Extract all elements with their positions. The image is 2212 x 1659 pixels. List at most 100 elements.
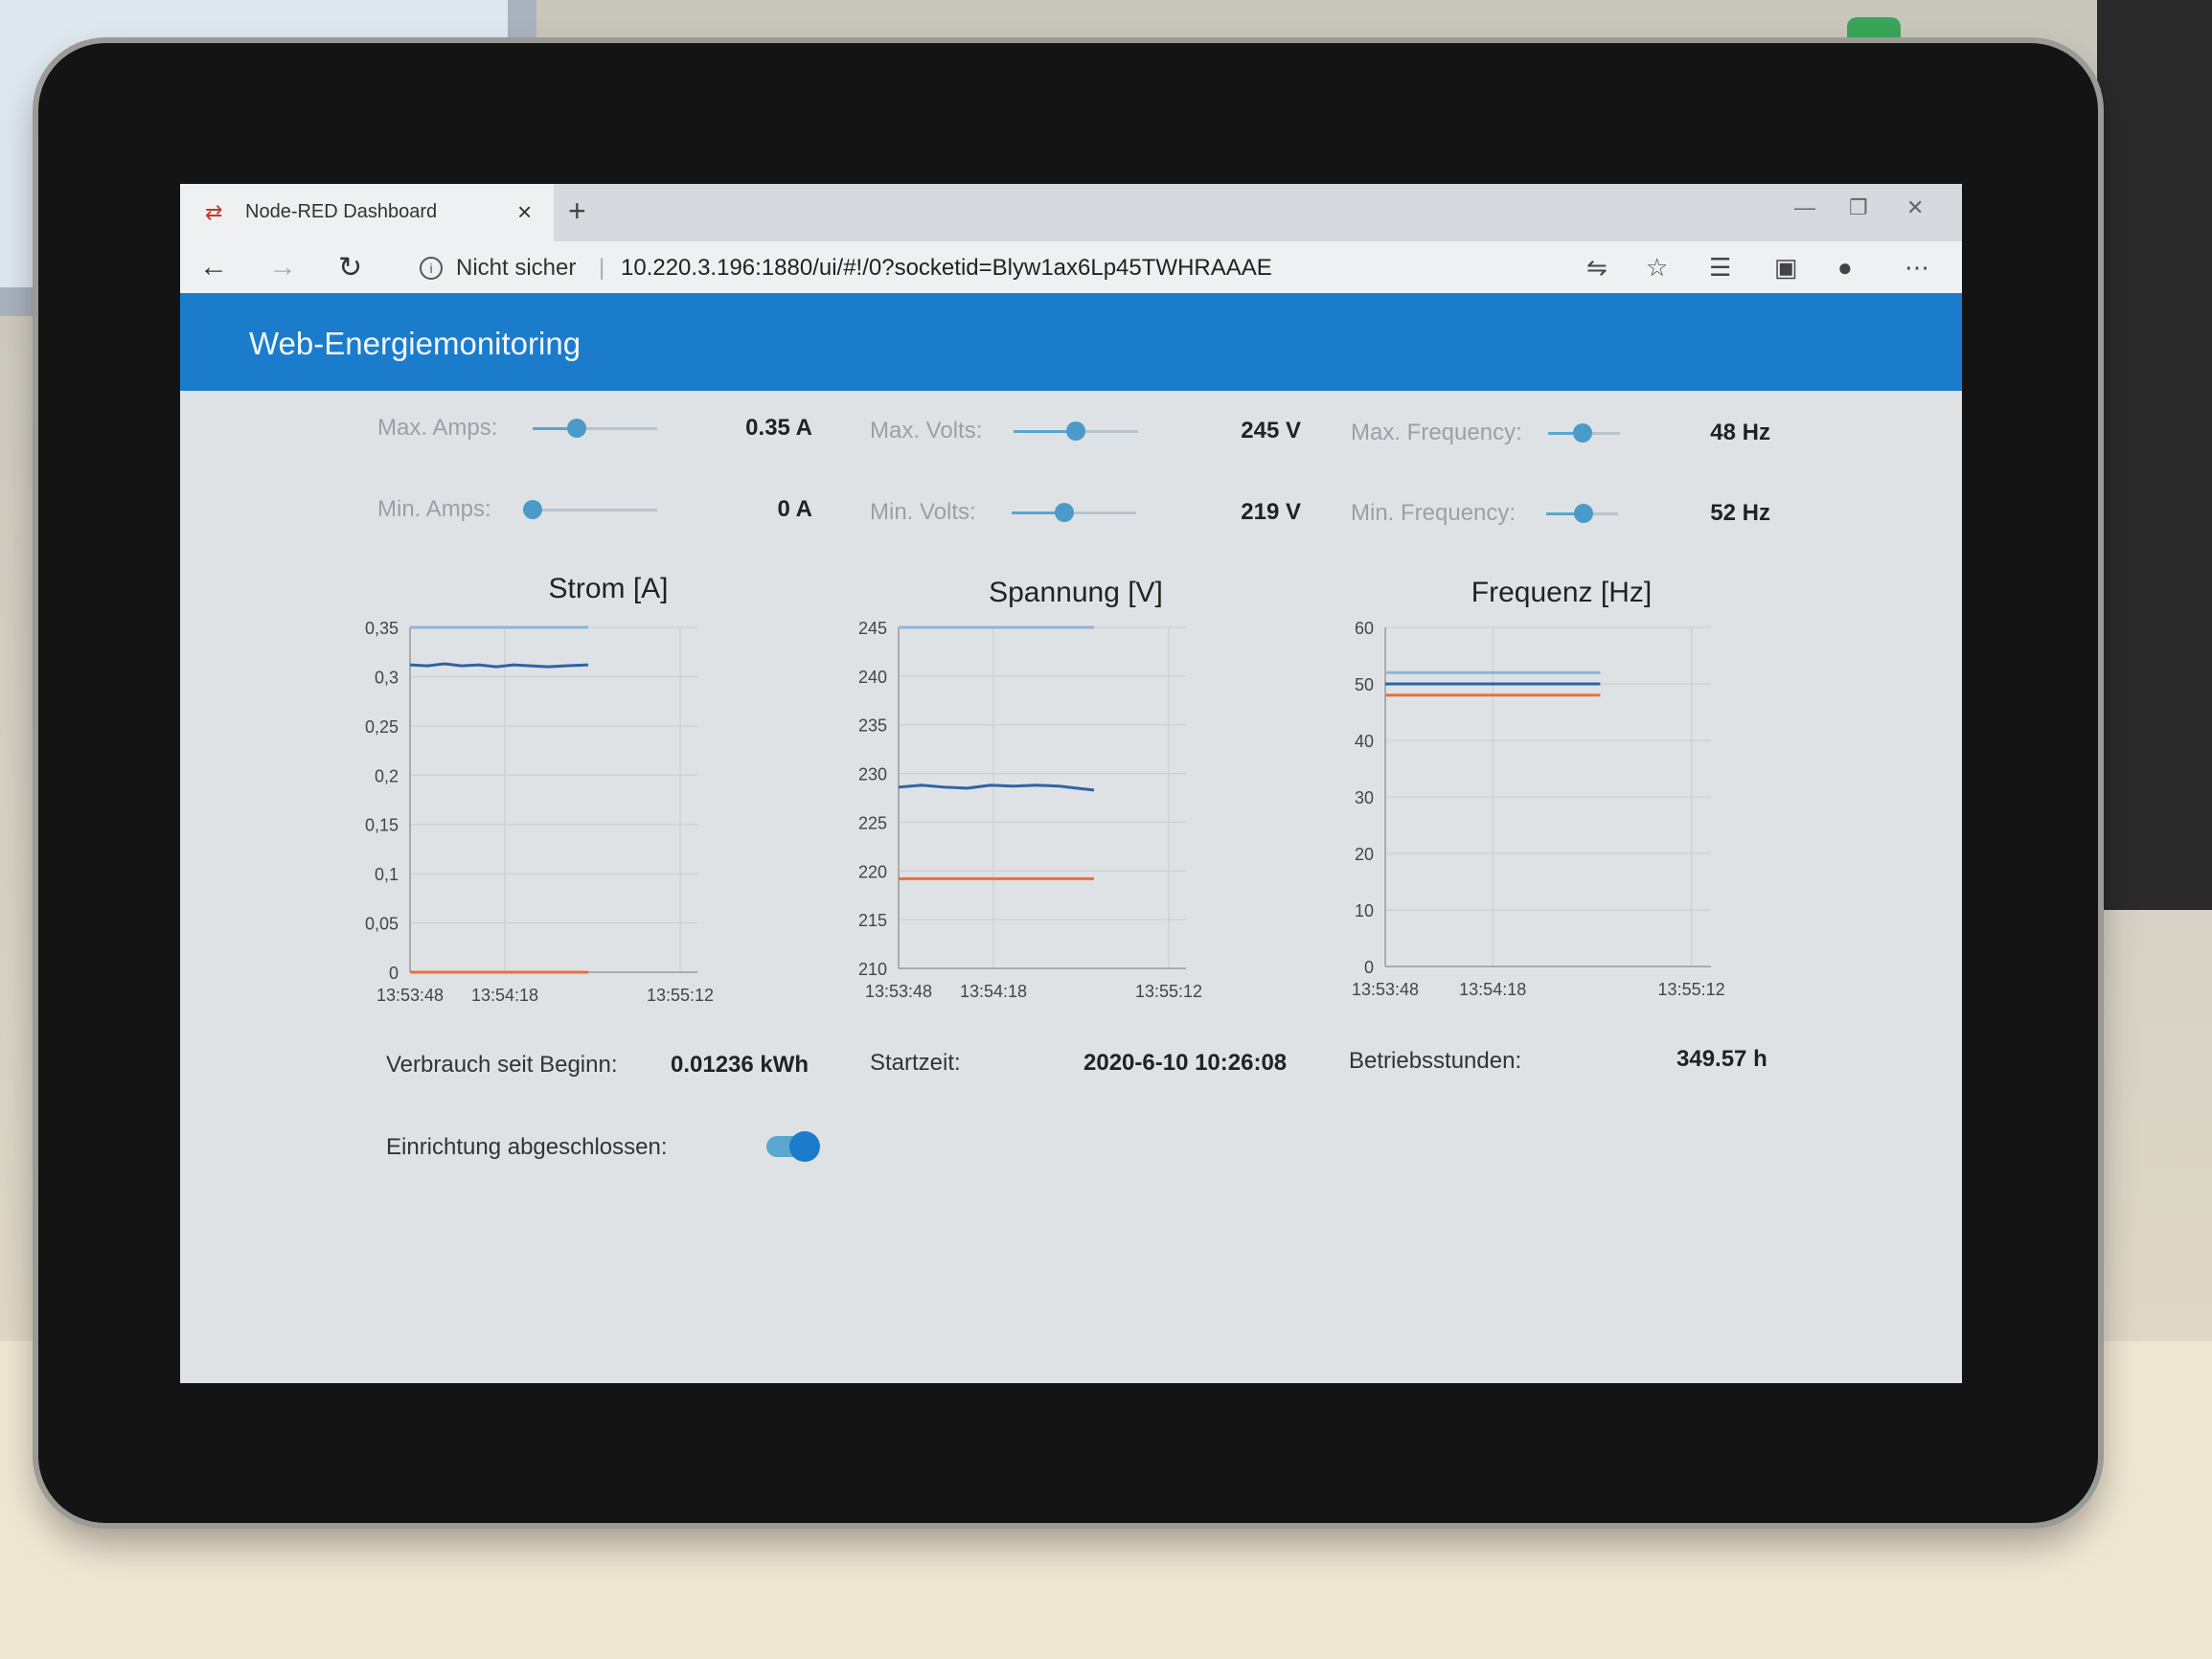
chart-title-frequenz: Frequenz [Hz] xyxy=(1471,577,1653,608)
y-tick-label: 0,25 xyxy=(365,717,399,737)
y-tick-label: 10 xyxy=(1355,901,1374,920)
chart-strom: 0 0,05 0,1 0,15 0,2 0,25 0,3 0,35 13:53:48 13:54:… xyxy=(365,619,714,1005)
browser-window: ⇄ Node-RED Dashboard × + — ❐ ✕ ← → ↻ i N… xyxy=(180,184,1962,1383)
favorite-star-icon[interactable]: ☆ xyxy=(1646,253,1669,282)
y-tick-label: 0 xyxy=(389,964,399,983)
operating-hours-value: 349.57 h xyxy=(1676,1046,1767,1072)
max-volts-slider-fill xyxy=(1014,430,1076,433)
y-tick-label: 0,35 xyxy=(365,619,399,638)
y-tick-label: 0,1 xyxy=(375,865,399,884)
max-frequency-slider[interactable] xyxy=(1548,423,1620,443)
y-tick-label: 225 xyxy=(858,813,887,832)
setup-complete-toggle-knob[interactable] xyxy=(789,1131,820,1162)
min-frequency-value: 52 Hz xyxy=(1710,500,1770,526)
profile-icon[interactable]: ● xyxy=(1837,253,1853,282)
y-tick-label: 215 xyxy=(858,911,887,930)
x-tick-label: 13:54:18 xyxy=(471,986,538,1005)
new-tab-button[interactable]: + xyxy=(568,193,586,228)
min-amps-slider[interactable] xyxy=(523,500,657,519)
min-frequency-slider-thumb[interactable] xyxy=(1574,504,1593,523)
security-label[interactable]: Nicht sicher xyxy=(456,255,577,281)
address-separator: | xyxy=(599,255,605,281)
min-amps-label: Min. Amps: xyxy=(377,496,491,522)
close-window-icon[interactable]: ✕ xyxy=(1906,195,1925,219)
start-time-label: Startzeit: xyxy=(870,1050,961,1076)
max-amps-slider-thumb[interactable] xyxy=(566,419,586,438)
y-tick-label: 240 xyxy=(858,668,887,687)
y-tick-label: 60 xyxy=(1355,619,1374,638)
consumption-label: Verbrauch seit Beginn: xyxy=(386,1052,618,1078)
y-tick-label: 0,2 xyxy=(375,766,399,785)
min-volts-label: Min. Volts: xyxy=(870,499,976,525)
max-volts-slider-thumb[interactable] xyxy=(1066,421,1085,441)
x-tick-label: 13:55:12 xyxy=(1135,982,1202,1001)
min-volts-slider[interactable] xyxy=(1012,503,1136,522)
min-volts-value: 219 V xyxy=(1241,499,1301,525)
app-header: Web-Energiemonitoring xyxy=(180,293,1962,391)
x-tick-label: 13:55:12 xyxy=(647,986,714,1005)
y-tick-label: 30 xyxy=(1355,788,1374,807)
y-tick-label: 40 xyxy=(1355,732,1374,751)
min-amps-value: 0 A xyxy=(777,496,812,522)
y-tick-label: 235 xyxy=(858,716,887,736)
translate-icon[interactable]: ⇋ xyxy=(1586,253,1608,282)
node-red-icon: ⇄ xyxy=(205,200,223,224)
min-amps-slider-thumb[interactable] xyxy=(523,500,542,519)
tab-bar: ⇄ Node-RED Dashboard × + — ❐ ✕ xyxy=(180,184,1962,241)
page-title: Web-Energiemonitoring xyxy=(249,326,582,361)
back-icon[interactable]: ← xyxy=(199,251,228,283)
setup-complete-toggle[interactable] xyxy=(766,1131,820,1162)
min-volts-slider-thumb[interactable] xyxy=(1054,503,1074,522)
chart-title-strom: Strom [A] xyxy=(548,573,669,604)
max-volts-value: 245 V xyxy=(1241,418,1301,443)
max-frequency-slider-thumb[interactable] xyxy=(1573,423,1592,443)
max-frequency-label: Max. Frequency: xyxy=(1351,420,1522,445)
y-tick-label: 230 xyxy=(858,765,887,784)
chart-spannung: 210 215 220 225 230 235 240 245 13:53:48 13:54:18… xyxy=(858,619,1202,1001)
max-volts-label: Max. Volts: xyxy=(870,418,983,443)
max-frequency-slider-fill xyxy=(1548,432,1583,435)
collections-icon[interactable]: ▣ xyxy=(1774,253,1798,282)
max-frequency-value: 48 Hz xyxy=(1710,420,1770,445)
operating-hours-label: Betriebsstunden: xyxy=(1349,1048,1522,1074)
x-tick-label: 13:53:48 xyxy=(1352,980,1419,999)
y-tick-label: 220 xyxy=(858,862,887,881)
tab-close-button[interactable]: × xyxy=(517,197,533,226)
restore-icon[interactable]: ❐ xyxy=(1849,195,1868,219)
x-tick-label: 13:53:48 xyxy=(865,982,932,1001)
max-amps-label: Max. Amps: xyxy=(377,415,498,441)
start-time-value: 2020-6-10 10:26:08 xyxy=(1083,1050,1288,1076)
max-amps-slider[interactable] xyxy=(533,419,657,438)
x-tick-label: 13:53:48 xyxy=(376,986,444,1005)
more-menu-icon[interactable]: ⋯ xyxy=(1904,253,1929,282)
chart-title-spannung: Spannung [V] xyxy=(989,577,1163,608)
x-tick-label: 13:54:18 xyxy=(1459,980,1526,999)
min-frequency-label: Min. Frequency: xyxy=(1351,500,1516,526)
address-bar: ← → ↻ i Nicht sicher | 10.220.3.196:1880… xyxy=(180,241,1962,293)
max-amps-value: 0.35 A xyxy=(745,415,812,441)
y-tick-label: 0,3 xyxy=(375,668,399,687)
y-tick-label: 0 xyxy=(1364,958,1374,977)
setup-complete-label: Einrichtung abgeschlossen: xyxy=(386,1134,668,1160)
y-tick-label: 0,05 xyxy=(365,915,399,934)
y-tick-label: 50 xyxy=(1355,675,1374,694)
tab-title: Node-RED Dashboard xyxy=(245,201,438,222)
min-frequency-slider[interactable] xyxy=(1546,504,1618,523)
reload-icon[interactable]: ↻ xyxy=(338,252,363,284)
consumption-value: 0.01236 kWh xyxy=(671,1052,810,1078)
series-line-1 xyxy=(409,662,589,669)
y-tick-label: 20 xyxy=(1355,845,1374,864)
minimize-icon[interactable]: — xyxy=(1794,195,1815,219)
info-icon[interactable]: i xyxy=(420,257,443,280)
y-tick-label: 210 xyxy=(858,960,887,979)
background-object xyxy=(2097,0,2212,910)
min-frequency-slider-fill xyxy=(1546,512,1584,515)
y-tick-label: 0,15 xyxy=(365,816,399,835)
favorites-list-icon[interactable]: ☰ xyxy=(1709,253,1732,282)
y-tick-label: 245 xyxy=(858,619,887,638)
forward-icon[interactable]: → xyxy=(268,251,297,283)
tab-node-red-dashboard[interactable]: ⇄ Node-RED Dashboard × xyxy=(180,184,554,241)
max-volts-slider[interactable] xyxy=(1014,421,1138,441)
url-input[interactable]: 10.220.3.196:1880/ui/#!/0?socketid=Blyw1… xyxy=(621,255,1272,281)
chart-frequenz: 0 10 20 30 40 50 60 13:53:48 13:54:18 13:55:12 xyxy=(1352,619,1725,999)
